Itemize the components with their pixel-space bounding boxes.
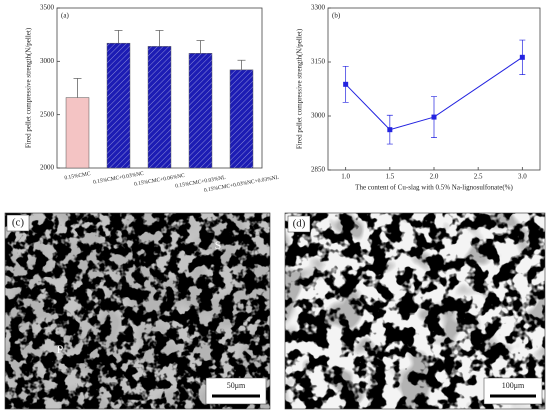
x-tick-label: 1.0 [341,173,350,181]
y-axis-label: Fired pellet compressive strength(N/pell… [25,27,33,148]
marker [343,81,349,87]
y-tick-label: 3500 [40,4,55,12]
x-tick-label: 2.5 [474,173,483,181]
marker [431,114,437,120]
bar-hatch [230,69,253,168]
error-bar [114,30,123,44]
panel-label: (d) [293,218,306,230]
error-bar [73,78,82,98]
label-box [6,214,30,232]
plot-frame [327,7,541,171]
y-tick-label: 3150 [311,58,326,66]
annotation: P [57,342,64,356]
marker [519,54,525,60]
y-tick-label: 2000 [40,164,55,172]
marker [387,127,393,133]
panel-label: (c) [12,217,25,229]
scale-box [205,377,267,405]
chart-title: (a) [61,12,69,20]
y-axis-label: Fired pellet compressive strength(N/pell… [296,28,304,149]
y-tick-label: 3000 [311,112,326,120]
annotation: S [215,238,222,252]
scale-bar-label: 100μm [502,381,525,390]
y-tick-label: 2850 [311,166,326,174]
y-tick-label: 3000 [40,57,55,65]
x-tick-label: 2.0 [430,173,439,181]
label-box [287,215,311,233]
error-bar [196,40,205,54]
scale-bar-label: 50μm [227,381,246,390]
x-tick-label: 3.0 [518,173,527,181]
line [345,56,523,131]
bar-hatch [189,53,212,169]
x-axis-label: The content of Cu-slag with 0.5% Na-lign… [355,184,513,192]
bar-hatch [107,43,130,169]
micrograph-c [5,213,270,409]
error-bar [155,30,164,47]
x-tick-label: 0.15%CMC [64,171,91,182]
error-bar [237,59,246,70]
scale-box [483,377,543,405]
x-tick-label: 1.5 [385,173,394,181]
y-tick-label: 2500 [40,110,55,118]
micrograph-d [285,213,545,409]
chart-title: (b) [332,12,341,20]
bar [65,97,90,169]
y-tick-label: 3300 [311,4,326,12]
bar-hatch [148,46,171,168]
